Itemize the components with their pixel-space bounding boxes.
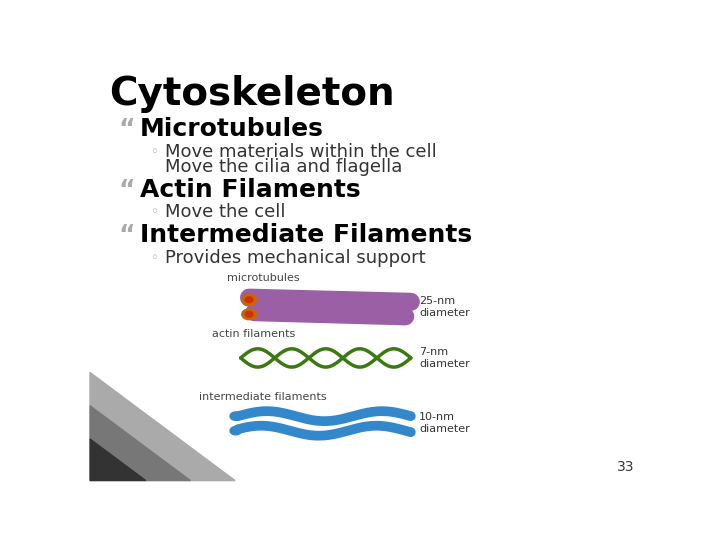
Text: 33: 33 (616, 461, 634, 474)
Text: microtubules: microtubules (227, 273, 300, 283)
Text: “: “ (118, 117, 135, 141)
Text: Actin Filaments: Actin Filaments (140, 178, 361, 201)
Text: intermediate filaments: intermediate filaments (199, 392, 326, 402)
Circle shape (245, 297, 253, 302)
Text: ◦: ◦ (151, 205, 160, 219)
Text: 10-nm
diameter: 10-nm diameter (419, 413, 470, 434)
Circle shape (242, 294, 256, 305)
Text: Provides mechanical support: Provides mechanical support (166, 249, 426, 267)
Text: 25-nm
diameter: 25-nm diameter (419, 296, 470, 318)
Polygon shape (90, 439, 145, 481)
Text: 7-nm
diameter: 7-nm diameter (419, 347, 470, 369)
Text: Microtubules: Microtubules (140, 117, 324, 141)
Text: “: “ (118, 178, 135, 201)
Text: Move the cilia and flagella: Move the cilia and flagella (166, 158, 402, 176)
Text: “: “ (118, 223, 135, 247)
Text: actin filaments: actin filaments (212, 329, 295, 339)
Text: Move the cell: Move the cell (166, 204, 286, 221)
Circle shape (242, 309, 256, 320)
Polygon shape (90, 373, 235, 481)
Circle shape (230, 427, 241, 435)
Text: ◦: ◦ (151, 251, 160, 265)
Circle shape (245, 312, 253, 317)
Text: ◦: ◦ (151, 145, 160, 159)
Text: Intermediate Filaments: Intermediate Filaments (140, 223, 472, 247)
Circle shape (230, 412, 241, 420)
Polygon shape (90, 406, 190, 481)
Text: Cytoskeleton: Cytoskeleton (109, 75, 395, 113)
Text: Move materials within the cell: Move materials within the cell (166, 143, 437, 161)
